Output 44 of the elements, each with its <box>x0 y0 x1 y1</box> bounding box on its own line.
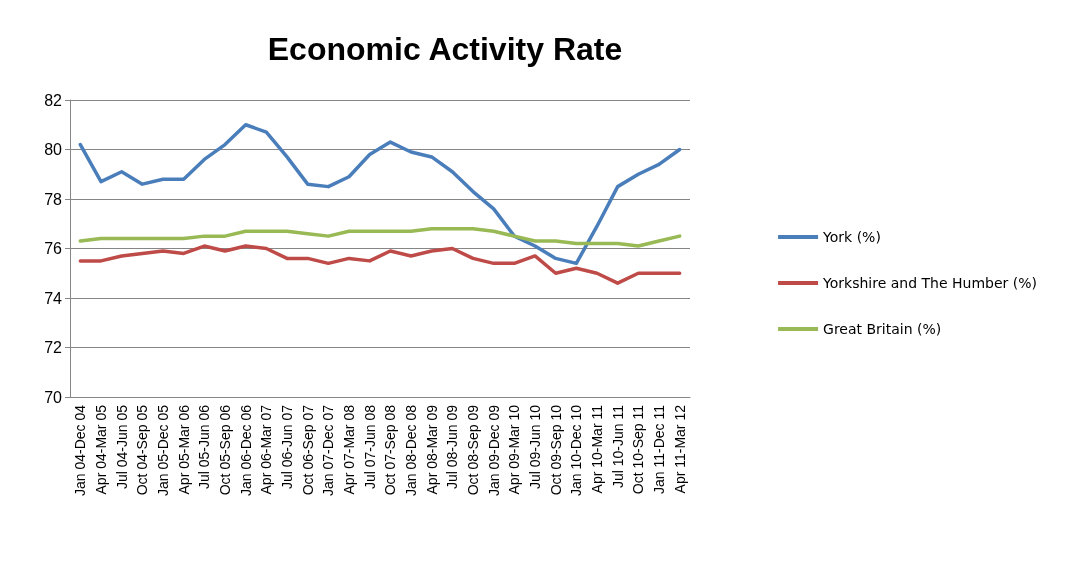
x-tick-label: Jan 08-Dec 08 <box>403 404 419 497</box>
x-tick-label: Oct 05-Sep 06 <box>217 404 233 496</box>
x-tick-label: Oct 04-Sep 05 <box>134 404 151 496</box>
x-tick-label: Jan 10-Dec 10 <box>568 404 585 497</box>
x-tick-label: Jan 07-Dec 07 <box>320 404 337 497</box>
line-series <box>78 123 682 266</box>
x-tick-label: Oct 06-Sep 07 <box>299 404 316 496</box>
x-tick-label: Oct 08-Sep 09 <box>465 404 481 496</box>
y-tick-label: 76 <box>44 240 63 257</box>
x-tick-label: Apr 10-Mar 11 <box>589 404 605 494</box>
x-tick-label: Apr 11-Mar 12 <box>671 404 688 494</box>
x-tick-label: Apr 07-Mar 08 <box>341 404 357 495</box>
x-tick-label: Oct 10-Sep 11 <box>630 404 647 495</box>
x-tick-label: Jan 11-Dec 11 <box>651 404 667 494</box>
x-tick-label: Apr 05-Mar 06 <box>175 404 192 495</box>
y-tick-label: 78 <box>44 190 63 208</box>
y-tick-label: 70 <box>44 388 63 406</box>
x-tick-label: Jul 08-Jun 09 <box>444 404 461 490</box>
x-tick-label: Jul 05-Jun 06 <box>196 404 213 490</box>
y-tick-label: 72 <box>44 339 63 356</box>
x-tick-label: Oct 09-Sep 10 <box>547 404 564 496</box>
x-tick-label: Jul 06-Jun 07 <box>279 404 295 490</box>
x-tick-label: Oct 07-Sep 08 <box>382 404 399 496</box>
x-tick-label: Jan 04-Dec 04 <box>72 404 89 497</box>
line-series <box>78 244 682 285</box>
x-tick-label: Jul 09-Jun 10 <box>527 404 543 490</box>
legend-label: York (%) <box>822 229 881 245</box>
line-series <box>78 226 682 248</box>
chart-title: Economic Activity Rate <box>267 31 623 67</box>
x-tick-label: Apr 06-Mar 07 <box>258 404 275 495</box>
x-tick-label: Jan 06-Dec 06 <box>237 404 254 497</box>
x-tick-label: Jan 05-Dec 05 <box>155 404 171 497</box>
x-tick-label: Jul 07-Jun 08 <box>361 404 378 490</box>
x-tick-label: Apr 04-Mar 05 <box>93 404 109 495</box>
x-tick-label: Apr 09-Mar 10 <box>506 404 523 495</box>
y-tick-label: 74 <box>44 289 63 307</box>
x-tick-label: Jan 09-Dec 09 <box>485 404 502 497</box>
x-tick-label: Jul 04-Jun 05 <box>113 404 130 490</box>
x-tick-label: Jul 10-Jun 11 <box>609 404 626 489</box>
legend-label: Yorkshire and The Humber (%) <box>822 275 1037 291</box>
x-tick-label: Apr 08-Mar 09 <box>423 404 440 495</box>
y-tick-label: 82 <box>44 91 63 109</box>
y-tick-label: 80 <box>44 141 63 158</box>
legend-label: Great Britain (%) <box>823 321 942 337</box>
